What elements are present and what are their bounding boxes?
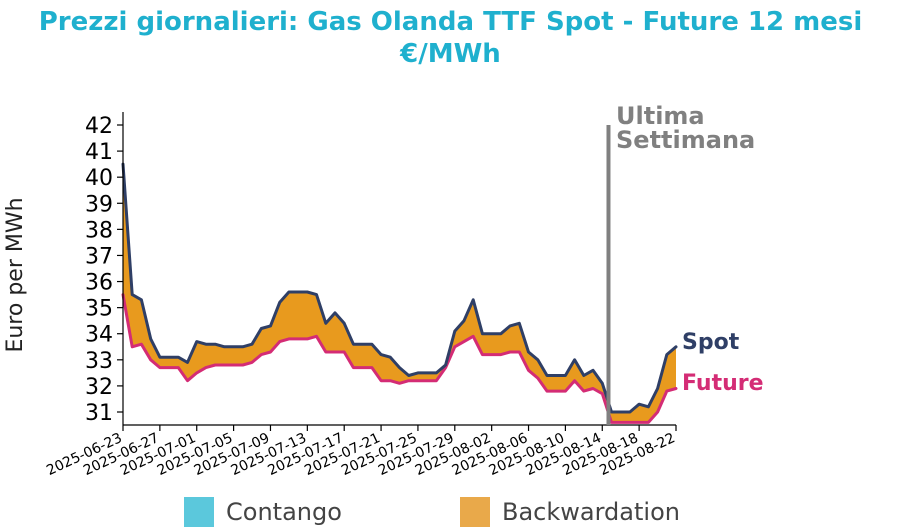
title-line-1: Prezzi giornalieri: Gas Olanda TTF Spot … xyxy=(38,7,863,37)
annotation-line-2: Settimana xyxy=(616,126,755,154)
series-line-future xyxy=(121,293,678,424)
legend-swatch-backwardation xyxy=(460,497,490,527)
spot-end-label: Spot xyxy=(682,330,740,355)
axes-layer: 3132333435363738394041422025-06-232025-0… xyxy=(44,112,678,479)
y-tick-label: 40 xyxy=(85,166,113,191)
y-tick-label: 42 xyxy=(85,114,113,139)
last-week-annotation: Ultima Settimana xyxy=(616,102,755,154)
y-tick-label: 32 xyxy=(85,375,113,400)
y-tick-label: 36 xyxy=(85,271,113,296)
legend-item-backwardation: Backwardation xyxy=(460,496,680,528)
legend-label-backwardation: Backwardation xyxy=(502,498,680,526)
y-tick-label: 39 xyxy=(85,192,113,217)
legend-item-contango: Contango xyxy=(184,496,342,528)
series-line-spot xyxy=(121,162,678,414)
title-line-2: €/MWh xyxy=(400,39,501,69)
legend-swatch-contango xyxy=(184,497,214,527)
spread-area-layer xyxy=(123,164,676,423)
annotation-line-1: Ultima xyxy=(616,102,705,130)
chart-title: Prezzi giornalieri: Gas Olanda TTF Spot … xyxy=(0,6,901,70)
series-lines-layer xyxy=(121,162,678,424)
y-tick-label: 35 xyxy=(85,297,113,322)
y-tick-label: 33 xyxy=(85,349,113,374)
y-tick-label: 37 xyxy=(85,244,113,269)
future-end-label: Future xyxy=(682,371,764,396)
y-tick-label: 31 xyxy=(85,401,113,426)
y-axis-label: Euro per MWh xyxy=(3,197,28,352)
y-tick-label: 34 xyxy=(85,323,113,348)
y-tick-label: 41 xyxy=(85,140,113,165)
backwardation-area xyxy=(123,164,676,423)
legend-label-contango: Contango xyxy=(226,498,342,526)
y-tick-label: 38 xyxy=(85,218,113,243)
